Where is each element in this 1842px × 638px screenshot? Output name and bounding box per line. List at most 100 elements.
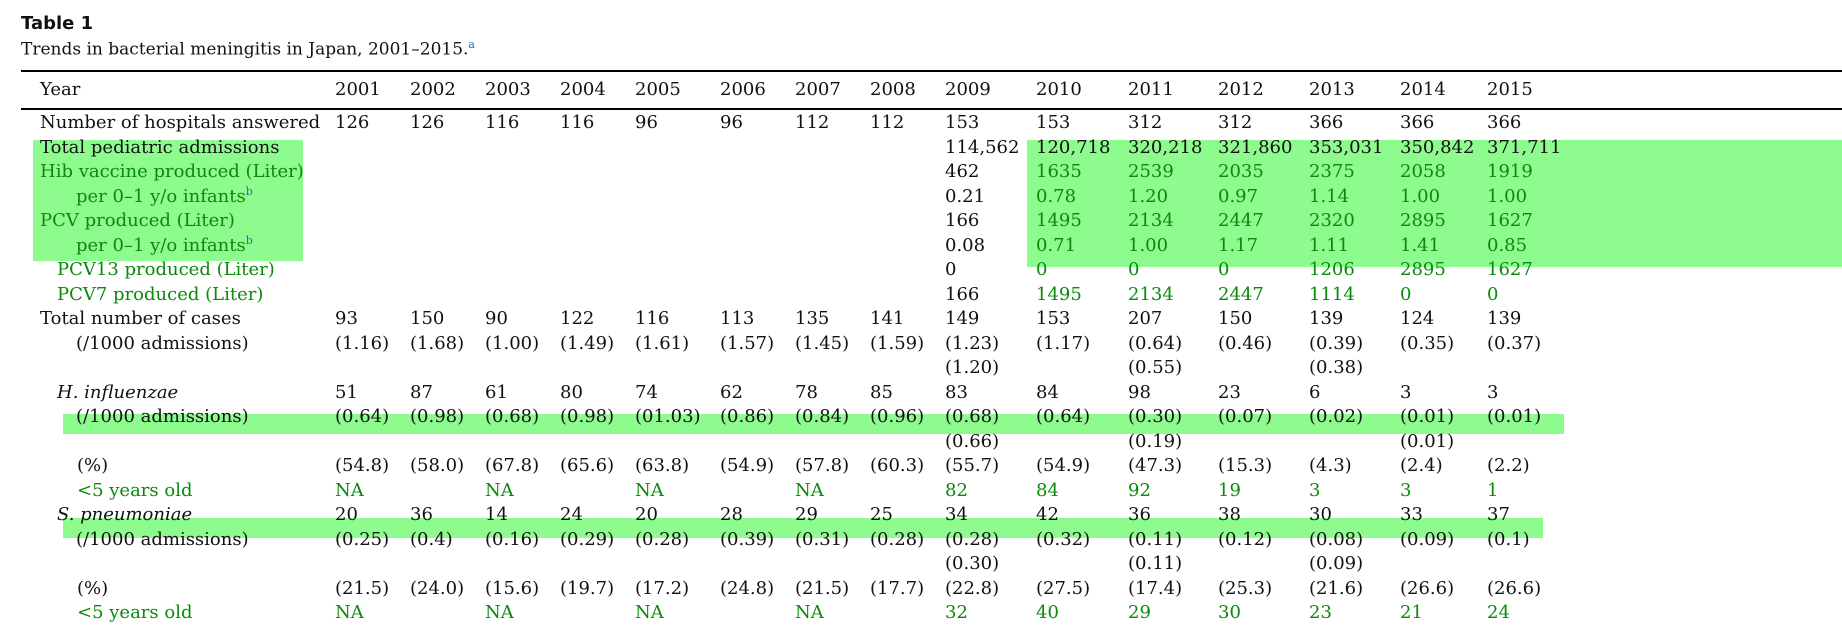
header-year: 2011: [1128, 79, 1174, 100]
table-cell: [485, 160, 560, 185]
row-label: PCV13 produced (Liter): [21, 258, 335, 283]
table-cell: [795, 160, 870, 185]
table-cell: 139: [1487, 308, 1522, 329]
row-label: PCV produced (Liter): [21, 209, 335, 234]
pcv7-row: PCV7 produced (Liter) 166 1495 2134 2447 1114…: [21, 283, 1587, 308]
table-cell: 141: [870, 308, 905, 329]
header-year: 2003: [485, 79, 531, 100]
table-cell: (1.59): [870, 332, 925, 354]
table-cell: (21.6): [1309, 577, 1364, 599]
footnote-link[interactable]: b: [245, 184, 253, 198]
header-year: 2006: [720, 79, 766, 100]
table-cell: (0.01): [1400, 430, 1455, 452]
caption-footnote-link[interactable]: a: [468, 38, 475, 51]
table-cell: [720, 209, 795, 234]
table-cell: 366: [1400, 112, 1435, 133]
header-year: 2002: [410, 79, 456, 100]
table-cell: [870, 234, 945, 259]
table-cell: [485, 258, 560, 283]
row-label: (%): [21, 454, 335, 479]
table-cell: 23: [1309, 602, 1332, 623]
table-cell: 366: [1487, 112, 1522, 133]
footnote-link[interactable]: b: [245, 233, 253, 247]
table-cell: (0.09): [1309, 553, 1364, 574]
table-cell: 153: [945, 112, 980, 133]
table-cell: 36: [410, 504, 433, 525]
pcv-produced-row: PCV produced (Liter) 166 1495 2134 2447 2320 2…: [21, 209, 1587, 234]
table-cell: (26.6): [1487, 577, 1542, 599]
table-cell: [870, 356, 945, 381]
table-cell: [870, 552, 945, 577]
table-cell: 34: [945, 504, 968, 525]
table-cell: (1.23): [945, 332, 1000, 354]
table-cell: 84: [1036, 381, 1059, 403]
hib-cases-row: H. influenzae 51 87 61 80 74 62 78 85 83 84 98 23 6 3 3: [21, 381, 1587, 406]
table-cell: 0.85: [1487, 234, 1528, 256]
spn-percent-row: (%) (21.5) (24.0) (15.6) (19.7) (17.2) (24.8) (…: [21, 577, 1587, 602]
table-cell: 2447: [1218, 210, 1264, 231]
table-cell: 19: [1218, 479, 1241, 501]
table-cell: 166: [945, 210, 980, 231]
table-cell: 84: [1036, 479, 1059, 501]
row-label-text: per 0–1 y/o infants: [76, 234, 246, 256]
table-cell: [720, 601, 795, 626]
table-cell: [485, 283, 560, 308]
table-cell: [870, 136, 945, 161]
table-cell: [720, 258, 795, 283]
table-cell: (0.38): [1309, 357, 1364, 378]
header-year: 2015: [1487, 79, 1533, 100]
table-cell: (01.03): [635, 406, 701, 427]
table-cell: (0.01): [1487, 406, 1542, 427]
table-cell: (1.49): [560, 332, 615, 354]
table-cell: 126: [335, 112, 370, 133]
table-cell: 153: [1036, 308, 1071, 329]
table-cell: [795, 283, 870, 308]
table-cell: (0.01): [1400, 406, 1455, 427]
table-cell: [1036, 552, 1128, 577]
row-label-text: Number of hospitals answered: [40, 112, 321, 133]
table-cell: (0.37): [1487, 332, 1542, 354]
header-year: 2008: [870, 79, 916, 100]
table-cell: 1206: [1309, 259, 1355, 280]
row-label-text: Total number of cases: [40, 308, 241, 329]
table-cell: (0.19): [1128, 430, 1183, 452]
table-cell: (0.28): [945, 528, 1000, 550]
table-cell: (0.30): [945, 553, 1000, 574]
row-label: Total pediatric admissions: [21, 136, 335, 161]
table-cell: (0.08): [1309, 528, 1364, 550]
table-cell: [720, 479, 795, 504]
table-cell: 0.21: [945, 185, 986, 207]
highlight-hib-under5-row: [63, 414, 1564, 434]
table-cell: 1: [1487, 479, 1499, 501]
table-cell: [1487, 356, 1587, 381]
table-cell: 0: [1218, 259, 1230, 280]
table-cell: 113: [720, 308, 755, 329]
highlight-vaccine-values: [1027, 140, 1842, 267]
table-cell: [335, 136, 410, 161]
table-cell: (21.5): [335, 577, 390, 599]
table-cell: 61: [485, 381, 508, 403]
table-cell: (54.9): [1036, 455, 1091, 476]
table-cell: (0.35): [1400, 332, 1455, 354]
table-cell: [795, 234, 870, 259]
row-label: <5 years old: [21, 601, 335, 626]
table-cell: 90: [485, 308, 508, 329]
row-label: <5 years old: [21, 479, 335, 504]
table-cell: (0.1): [1487, 528, 1530, 550]
table-cell: 371,711: [1487, 136, 1562, 158]
table-cell: [335, 552, 410, 577]
table-cell: (0.64): [335, 406, 390, 427]
table-cell: (1.17): [1036, 332, 1091, 354]
table-cell: (1.61): [635, 332, 690, 354]
table-cell: (24.8): [720, 577, 775, 599]
table-cell: (17.2): [635, 577, 690, 599]
table-cell: [795, 430, 870, 455]
total-cases-row: Total number of cases 93 150 90 122 116 113 135…: [21, 307, 1587, 332]
table-cell: [635, 160, 720, 185]
table-cell: (0.12): [1218, 528, 1273, 550]
table-cell: 38: [1218, 504, 1241, 525]
table-cell: 74: [635, 381, 658, 403]
spn-under5-row: <5 years old NA NA NA NA 32 40 29 30 23 21 24: [21, 601, 1587, 626]
table-cell: [635, 185, 720, 210]
table-cell: 78: [795, 381, 818, 403]
